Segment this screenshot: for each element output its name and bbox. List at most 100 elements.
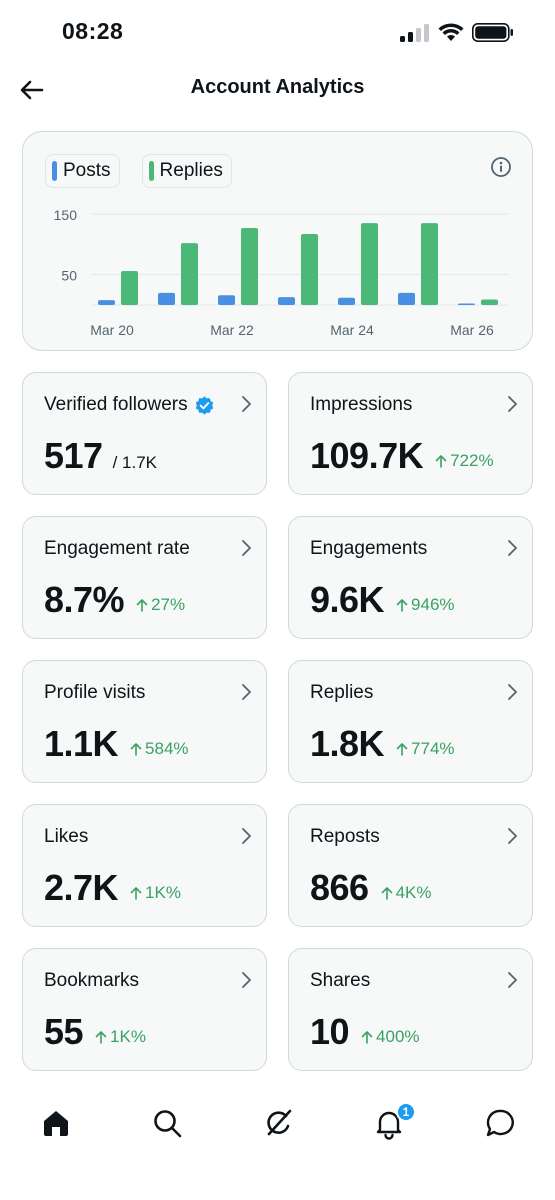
chevron-right-icon [508, 972, 517, 988]
metric-label-text: Profile visits [44, 682, 146, 703]
metric-card-engagement-rate[interactable]: Engagement rate 8.7% 27% [22, 516, 267, 639]
notification-badge: 1 [396, 1102, 416, 1122]
legend-replies[interactable]: Replies [141, 154, 232, 188]
metric-card-replies[interactable]: Replies 1.8K 774% [288, 660, 533, 783]
metric-label-text: Reposts [310, 826, 380, 847]
y-tick-label: 50 [61, 268, 77, 284]
chart-legend: Posts Replies [45, 154, 232, 188]
y-tick-label: 150 [54, 207, 78, 223]
arrow-up-icon [396, 599, 408, 612]
bar-replies-2 [241, 227, 258, 305]
metric-card-profile-visits[interactable]: Profile visits 1.1K 584% [22, 660, 267, 783]
home-indicator [208, 1183, 348, 1188]
info-icon[interactable] [490, 156, 512, 178]
metric-value-row: 2.7K 1K% [44, 867, 181, 909]
bar-posts-0 [98, 300, 115, 305]
metric-change: 27% [136, 595, 185, 615]
x-tick-label: Mar 26 [450, 322, 494, 338]
header: Account Analytics [0, 66, 555, 114]
bar-replies-6 [481, 299, 498, 305]
metric-change-value: 27% [151, 595, 186, 614]
chart-card: 150 50 Mar 20 Mar 22 Mar 24 Mar 26 Posts Repl… [22, 131, 533, 351]
metric-value-row: 8.7% 27% [44, 579, 185, 621]
metric-card-likes[interactable]: Likes 2.7K 1K% [22, 804, 267, 927]
arrow-up-icon [136, 599, 148, 612]
metric-value: 1.8K [310, 723, 385, 764]
metric-value-row: 517 / 1.7K [44, 435, 157, 477]
metric-card-reposts[interactable]: Reposts 866 4K% [288, 804, 533, 927]
metric-value: 517 [44, 435, 103, 476]
metric-value-row: 1.1K 584% [44, 723, 189, 765]
legend-replies-swatch [148, 161, 154, 181]
battery-icon [472, 23, 513, 42]
metric-change: 1K% [130, 883, 181, 903]
bar-posts-1 [158, 292, 175, 305]
metric-card-impressions[interactable]: Impressions 109.7K 722% [288, 372, 533, 495]
chevron-right-icon [242, 396, 251, 412]
metric-label-text: Shares [310, 970, 371, 991]
metric-value-row: 1.8K 774% [310, 723, 455, 765]
x-tick-label: Mar 24 [330, 322, 374, 338]
chevron-right-icon [508, 396, 517, 412]
metric-change-value: 1K% [145, 883, 181, 902]
arrow-up-icon [435, 455, 447, 468]
metric-change-value: 722% [450, 451, 494, 470]
metric-change: 584% [130, 739, 189, 759]
chevron-right-icon [242, 540, 251, 556]
legend-posts[interactable]: Posts [45, 154, 120, 188]
chevron-right-icon [508, 828, 517, 844]
metric-card-bookmarks[interactable]: Bookmarks 55 1K% [22, 948, 267, 1071]
page-title: Account Analytics [190, 76, 365, 98]
bar-posts-5 [398, 292, 415, 305]
bar-replies-1 [181, 243, 198, 305]
metric-label: Replies [310, 682, 373, 704]
metric-label: Impressions [310, 394, 412, 416]
x-tick-label: Mar 22 [210, 322, 254, 338]
arrow-up-icon [130, 887, 142, 900]
metric-label-text: Replies [310, 682, 374, 703]
bar-replies-3 [301, 234, 318, 305]
bar-replies-4 [361, 223, 378, 305]
metric-change: 4K% [381, 883, 432, 903]
legend-posts-label: Posts [63, 160, 111, 181]
metric-value-row: 109.7K 722% [310, 435, 494, 477]
metric-change: 722% [435, 451, 494, 471]
metric-value: 10 [310, 1011, 350, 1052]
home-icon[interactable] [39, 1106, 73, 1140]
bar-posts-3 [278, 297, 295, 305]
metric-value-row: 55 1K% [44, 1011, 146, 1053]
bar-chart: 150 50 Mar 20 Mar 22 Mar 24 Mar 26 [54, 207, 509, 338]
metric-change: 946% [396, 595, 455, 615]
metric-change-value: 1K% [110, 1027, 146, 1046]
legend-posts-swatch [52, 161, 57, 181]
arrow-up-icon [361, 1031, 373, 1044]
metric-label: Likes [44, 826, 88, 848]
metric-value: 55 [44, 1011, 84, 1052]
chevron-right-icon [242, 684, 251, 700]
grok-icon[interactable] [261, 1106, 295, 1140]
metric-card-verified-followers[interactable]: Verified followers 517 / 1.7K [22, 372, 267, 495]
arrow-up-icon [396, 743, 408, 756]
metric-change-value: 774% [411, 739, 455, 758]
metric-label-text: Impressions [310, 394, 413, 415]
chevron-right-icon [508, 684, 517, 700]
metric-label: Verified followers [44, 394, 215, 416]
metric-card-engagements[interactable]: Engagements 9.6K 946% [288, 516, 533, 639]
search-icon[interactable] [150, 1106, 184, 1140]
notifications-icon[interactable] [372, 1106, 406, 1140]
arrow-up-icon [95, 1031, 107, 1044]
bar-replies-0 [121, 271, 138, 305]
bar-replies-5 [421, 223, 438, 305]
bar-posts-6 [458, 303, 475, 305]
back-arrow-icon[interactable] [16, 74, 48, 106]
metric-label: Engagements [310, 538, 427, 560]
messages-icon[interactable] [483, 1106, 517, 1140]
metric-value: 2.7K [44, 867, 119, 908]
metric-label: Engagement rate [44, 538, 190, 560]
metric-card-shares[interactable]: Shares 10 400% [288, 948, 533, 1071]
metric-change-value: 4K% [395, 883, 432, 902]
metric-value-row: 9.6K 946% [310, 579, 455, 621]
arrow-up-icon [381, 887, 392, 900]
status-bar: 08:28 [0, 0, 555, 66]
x-tick-label: Mar 20 [90, 322, 134, 338]
